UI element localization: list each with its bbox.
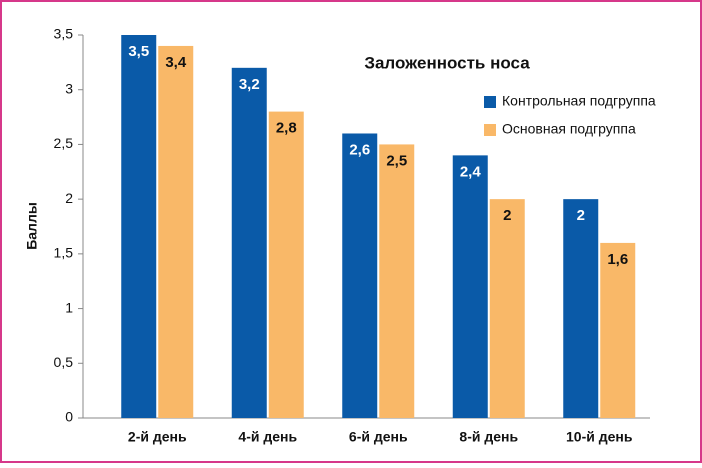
x-tick-label: 4-й день <box>238 429 297 445</box>
data-label: 2,4 <box>460 163 482 180</box>
bar <box>268 111 304 418</box>
x-tick-label: 2-й день <box>128 429 187 445</box>
data-label: 2,5 <box>386 152 407 169</box>
bar <box>158 45 194 418</box>
y-tick-label: 0,5 <box>54 354 74 370</box>
data-label: 1,6 <box>607 251 628 268</box>
data-label: 2 <box>577 207 585 224</box>
x-tick-label: 10-й день <box>566 429 633 445</box>
bar <box>489 199 525 418</box>
data-label: 3,4 <box>165 54 187 71</box>
legend-swatch <box>484 124 496 136</box>
x-tick-label: 8-й день <box>459 429 518 445</box>
bar <box>121 35 157 418</box>
y-tick-label: 2 <box>65 190 73 206</box>
data-label: 2,8 <box>276 120 297 137</box>
legend-label: Основная подгруппа <box>502 121 636 137</box>
y-tick-label: 3,5 <box>54 26 74 42</box>
bar <box>452 155 488 418</box>
legend-swatch <box>484 96 496 108</box>
bar <box>342 133 378 418</box>
chart-title: Заложенность носа <box>364 53 530 72</box>
y-tick-label: 3 <box>65 80 73 96</box>
x-tick-label: 6-й день <box>349 429 408 445</box>
data-label: 3,2 <box>239 76 260 93</box>
bar <box>231 67 267 418</box>
bar <box>379 144 415 418</box>
y-tick-label: 1 <box>65 299 73 315</box>
legend-label: Контрольная подгруппа <box>502 93 656 109</box>
y-axis-label: Баллы <box>24 202 40 250</box>
bar <box>563 199 599 418</box>
data-label: 2 <box>503 207 511 224</box>
bar <box>600 242 636 418</box>
y-tick-label: 2,5 <box>54 135 74 151</box>
y-tick-label: 0 <box>65 409 73 425</box>
data-label: 2,6 <box>349 141 370 158</box>
y-tick-label: 1,5 <box>54 245 74 261</box>
data-label: 3,5 <box>128 43 149 60</box>
